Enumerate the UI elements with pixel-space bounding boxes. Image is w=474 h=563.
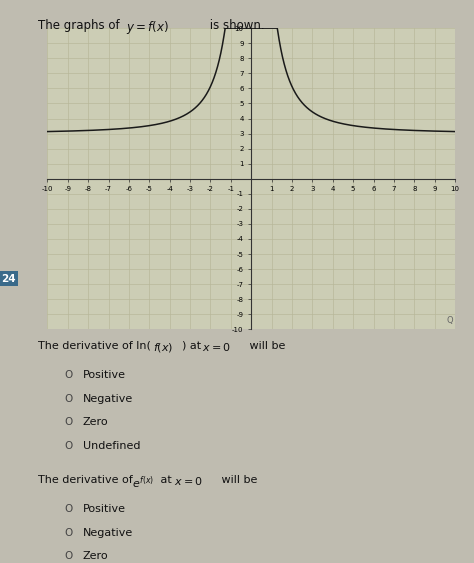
Text: The graphs of: The graphs of: [38, 19, 123, 32]
Text: Positive: Positive: [83, 504, 126, 514]
Text: will be: will be: [218, 475, 257, 485]
Text: The derivative of ln(: The derivative of ln(: [38, 341, 151, 351]
Text: O: O: [64, 528, 72, 538]
Text: Zero: Zero: [83, 551, 109, 561]
Text: Negative: Negative: [83, 528, 133, 538]
Text: ) at: ) at: [182, 341, 205, 351]
Text: Positive: Positive: [83, 370, 126, 380]
Text: Zero: Zero: [83, 417, 109, 427]
Text: O: O: [64, 441, 72, 451]
Text: $f(x)$: $f(x)$: [153, 341, 173, 354]
Text: $e^{f(x)}$: $e^{f(x)}$: [132, 475, 154, 491]
Text: at: at: [157, 475, 176, 485]
Text: Negative: Negative: [83, 394, 133, 404]
Text: O: O: [64, 370, 72, 380]
Text: $y = f(x)$: $y = f(x)$: [126, 19, 169, 36]
Text: $x = 0$: $x = 0$: [174, 475, 203, 486]
Text: O: O: [64, 504, 72, 514]
Text: is shown.: is shown.: [206, 19, 265, 32]
Text: O: O: [64, 551, 72, 561]
Text: $x = 0$: $x = 0$: [202, 341, 231, 352]
Text: 24: 24: [1, 274, 16, 284]
Text: Undefined: Undefined: [83, 441, 140, 451]
Text: Q: Q: [447, 316, 453, 325]
Text: O: O: [64, 394, 72, 404]
Text: The derivative of: The derivative of: [38, 475, 136, 485]
Text: O: O: [64, 417, 72, 427]
Text: will be: will be: [246, 341, 286, 351]
